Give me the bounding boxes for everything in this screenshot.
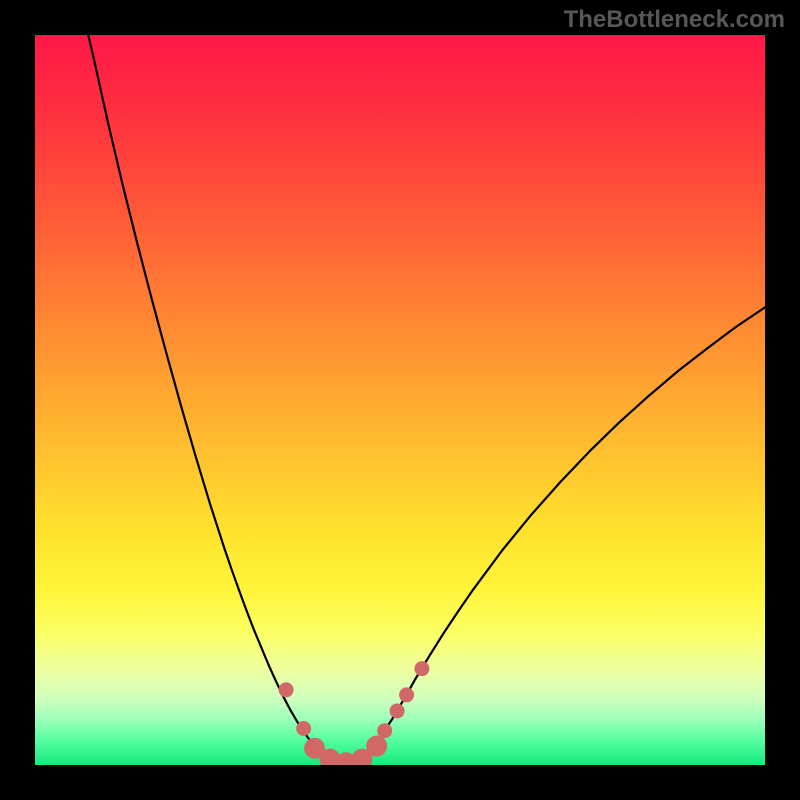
marker-dot-small [390,703,405,718]
marker-dot-small [399,687,414,702]
bottleneck-chart [35,35,765,765]
marker-dot-small [296,721,311,736]
marker-dot-small [377,723,392,738]
marker-dot-small [414,661,429,676]
watermark-label: TheBottleneck.com [564,6,785,34]
gradient-background [35,35,765,765]
marker-dot-small [279,682,294,697]
marker-dot-large [366,736,387,757]
